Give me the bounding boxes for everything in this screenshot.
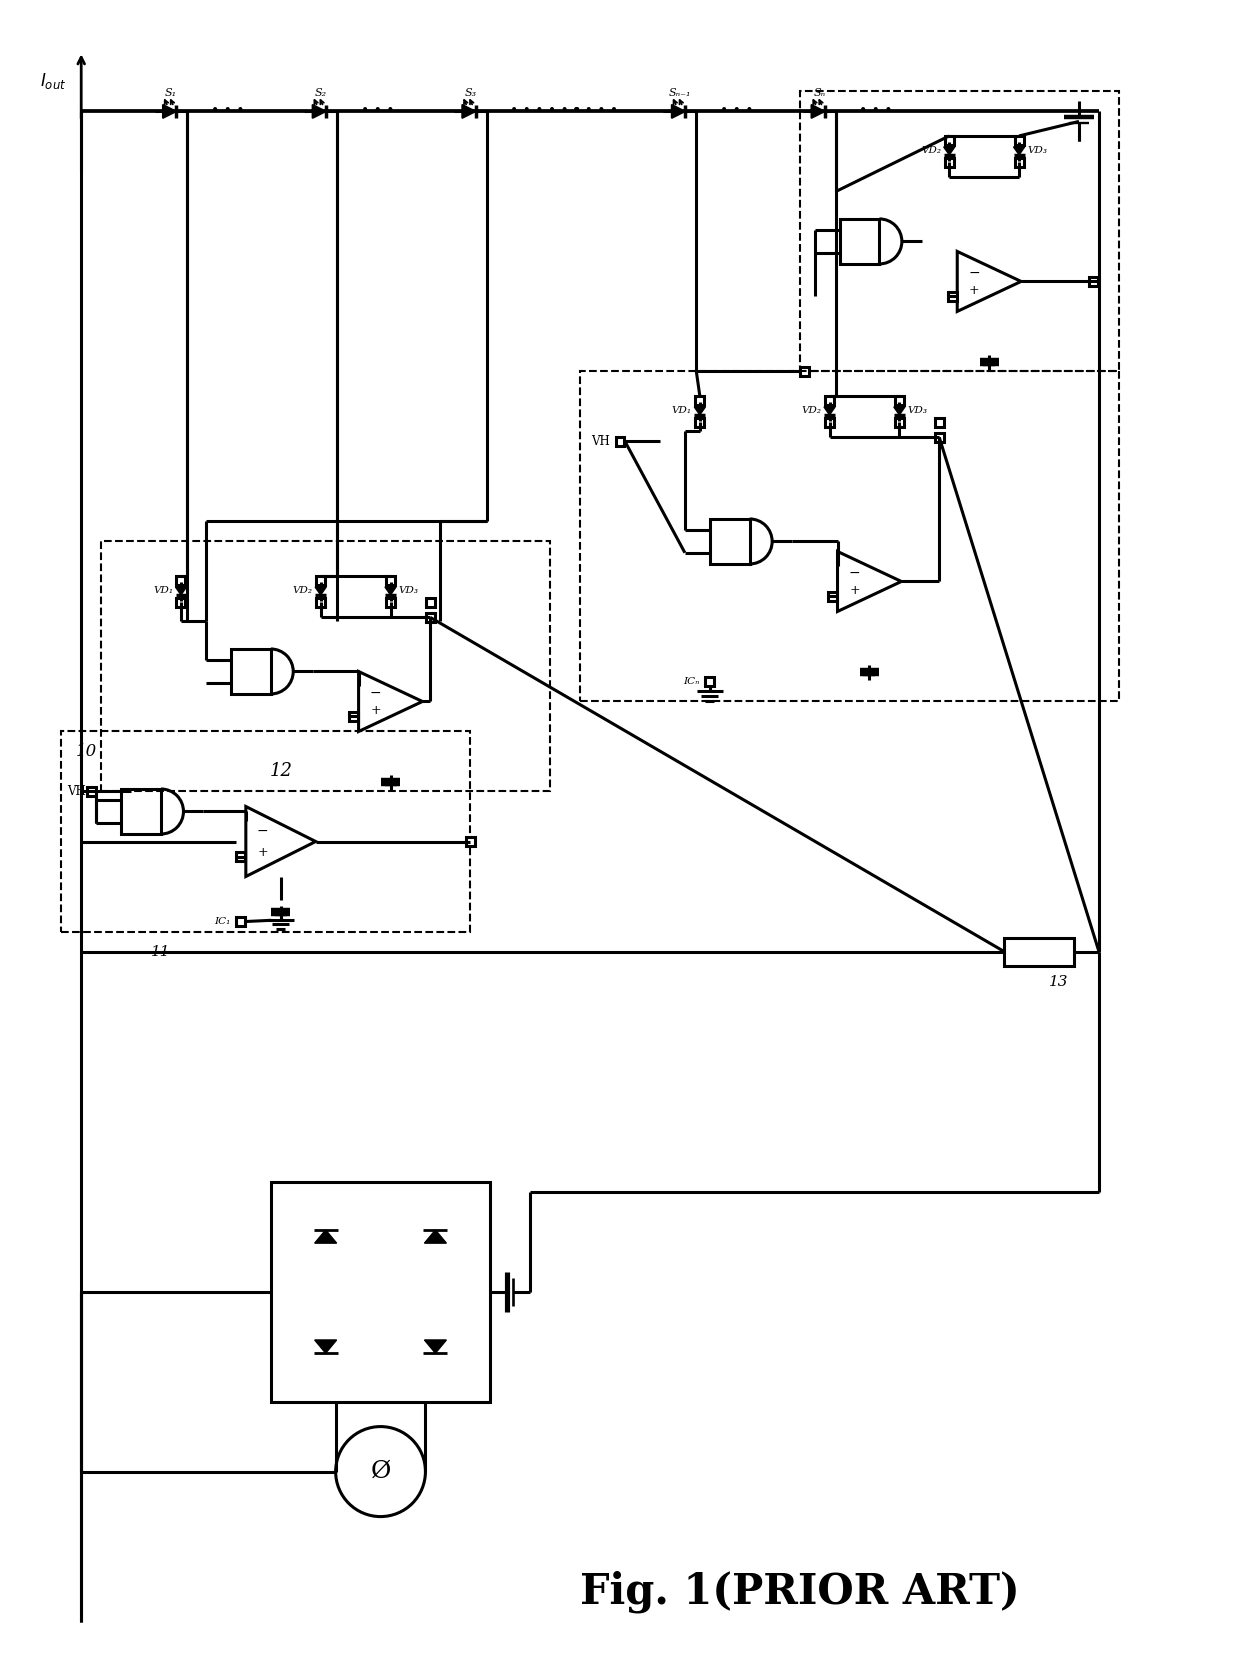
Polygon shape xyxy=(386,587,396,594)
Polygon shape xyxy=(894,407,905,415)
Text: −: − xyxy=(968,266,980,279)
Bar xyxy=(425,597,435,607)
Bar xyxy=(386,597,396,607)
Text: VD₂: VD₂ xyxy=(801,405,822,415)
Bar xyxy=(316,597,325,607)
Bar xyxy=(945,136,954,146)
Text: 13: 13 xyxy=(1049,974,1069,989)
Text: S₁: S₁ xyxy=(165,87,177,97)
Text: S₃: S₃ xyxy=(464,87,476,97)
Bar xyxy=(1014,136,1023,146)
Bar xyxy=(947,291,957,301)
Bar xyxy=(231,649,270,694)
Text: IC₁: IC₁ xyxy=(215,917,231,927)
Text: −: − xyxy=(370,686,382,699)
Polygon shape xyxy=(672,105,686,119)
Text: VD₃: VD₃ xyxy=(1027,146,1047,154)
Text: Sₙ: Sₙ xyxy=(813,87,826,97)
Text: VD₁: VD₁ xyxy=(153,586,174,594)
Bar xyxy=(102,542,551,791)
Polygon shape xyxy=(825,407,835,415)
Text: • • • •: • • • • xyxy=(572,104,618,119)
Polygon shape xyxy=(1013,147,1024,154)
Bar xyxy=(425,612,435,622)
Polygon shape xyxy=(811,105,825,119)
Bar xyxy=(945,157,954,167)
Text: VD₂: VD₂ xyxy=(921,146,941,154)
Bar xyxy=(696,418,704,427)
Bar xyxy=(176,576,186,586)
Text: • • •: • • • xyxy=(859,104,893,119)
Text: VD₃: VD₃ xyxy=(908,405,928,415)
Polygon shape xyxy=(315,1230,336,1243)
Polygon shape xyxy=(463,105,476,119)
Bar xyxy=(706,678,714,686)
Text: VH: VH xyxy=(591,435,610,448)
Polygon shape xyxy=(315,1340,336,1353)
Bar xyxy=(895,397,904,405)
Bar xyxy=(615,437,625,447)
Text: VD₁: VD₁ xyxy=(672,405,692,415)
Bar xyxy=(839,219,879,264)
Bar xyxy=(316,576,325,586)
Text: −: − xyxy=(257,823,269,838)
Polygon shape xyxy=(694,407,706,415)
Polygon shape xyxy=(315,587,326,594)
Bar xyxy=(935,433,944,442)
Text: +: + xyxy=(849,584,859,597)
Bar xyxy=(176,597,186,607)
Text: 10: 10 xyxy=(76,743,98,760)
Text: • • •: • • • xyxy=(719,104,753,119)
Text: ICₙ: ICₙ xyxy=(683,678,699,686)
Polygon shape xyxy=(424,1340,446,1353)
Text: +: + xyxy=(968,284,980,296)
Polygon shape xyxy=(944,147,955,154)
Text: $I_{out}$: $I_{out}$ xyxy=(40,72,66,92)
Text: 12: 12 xyxy=(269,763,293,781)
Bar xyxy=(580,371,1118,701)
Text: VD₃: VD₃ xyxy=(398,586,418,594)
Bar xyxy=(1090,278,1099,286)
Bar xyxy=(466,836,475,847)
Bar xyxy=(696,397,704,405)
Polygon shape xyxy=(162,105,176,119)
Bar xyxy=(237,852,246,862)
Text: VH: VH xyxy=(67,785,87,798)
Text: VD₂: VD₂ xyxy=(293,586,312,594)
Text: S₂: S₂ xyxy=(315,87,326,97)
Bar xyxy=(828,592,837,601)
Bar xyxy=(800,92,1118,371)
Bar xyxy=(825,397,835,405)
Polygon shape xyxy=(176,587,186,594)
Text: 11: 11 xyxy=(151,945,171,959)
Bar xyxy=(1004,937,1074,965)
Bar xyxy=(350,713,358,721)
Text: • • • • • •: • • • • • • xyxy=(510,104,582,119)
Text: +: + xyxy=(258,847,268,858)
Bar xyxy=(87,786,95,796)
Text: Sₙ₋₁: Sₙ₋₁ xyxy=(668,87,691,97)
Bar xyxy=(935,418,944,427)
Bar xyxy=(237,917,246,927)
Bar xyxy=(270,1181,490,1402)
Text: −: − xyxy=(848,565,861,579)
Bar xyxy=(1014,157,1023,167)
Bar xyxy=(800,366,808,376)
Bar xyxy=(895,418,904,427)
Bar xyxy=(386,576,396,586)
Text: Ø: Ø xyxy=(371,1461,391,1482)
Polygon shape xyxy=(424,1230,446,1243)
Bar xyxy=(709,519,750,564)
Bar xyxy=(825,418,835,427)
Polygon shape xyxy=(312,105,326,119)
Text: +: + xyxy=(371,704,381,718)
Bar xyxy=(61,731,470,932)
Text: • • •: • • • xyxy=(211,104,244,119)
Text: Fig. 1(PRIOR ART): Fig. 1(PRIOR ART) xyxy=(580,1571,1019,1613)
Text: • • •: • • • xyxy=(361,104,394,119)
Bar xyxy=(122,790,161,835)
